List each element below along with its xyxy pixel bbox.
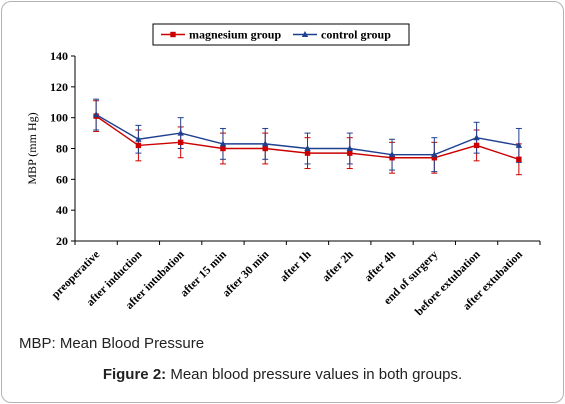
- data-point-square: [431, 155, 438, 161]
- legend-label: control group: [321, 28, 391, 42]
- data-point-triangle: [177, 129, 184, 136]
- data-point-triangle: [388, 151, 396, 158]
- y-tick-label: 20: [56, 234, 68, 248]
- x-tick-label: after 2h: [320, 248, 356, 284]
- data-point-triangle: [473, 134, 480, 141]
- y-axis-title: MBP (mm Hg): [25, 112, 39, 184]
- data-point-triangle: [346, 145, 353, 151]
- legend-marker-triangle: [301, 31, 309, 37]
- series-markers: [92, 111, 523, 162]
- data-point-square: [262, 145, 268, 152]
- y-tick-label: 40: [56, 203, 68, 217]
- legend-box: [152, 23, 410, 46]
- data-point-triangle: [304, 145, 311, 151]
- legend-label: magnesium group: [189, 28, 281, 42]
- data-point-square: [177, 139, 184, 146]
- y-tick-label: 140: [50, 49, 68, 63]
- chart-axes: [71, 55, 541, 245]
- data-point-square: [220, 145, 226, 152]
- x-tick-label: after 1h: [278, 248, 314, 284]
- data-point-triangle: [92, 111, 100, 118]
- abbreviation-note: MBP: Mean Blood Pressure: [19, 335, 205, 352]
- data-point-triangle: [219, 140, 227, 147]
- data-point-square: [516, 156, 522, 162]
- x-tick-label: after 4h: [363, 248, 399, 284]
- data-point-square: [389, 155, 395, 161]
- y-tick-label: 80: [56, 142, 68, 156]
- data-point-square: [135, 142, 142, 149]
- legend: magnesium group control group: [152, 23, 410, 46]
- data-point-triangle: [135, 135, 142, 142]
- data-point-triangle: [262, 140, 269, 147]
- legend-marker-square: [170, 31, 176, 38]
- data-point-square: [473, 142, 480, 149]
- figure-caption: Figure 2: Mean blood pressure values in …: [0, 366, 565, 383]
- caption-text: Mean blood pressure values in both group…: [170, 366, 463, 383]
- data-point-square: [347, 150, 353, 156]
- data-point-triangle: [515, 141, 523, 148]
- y-tick-label: 120: [50, 80, 68, 94]
- y-tick-label: 60: [56, 172, 68, 186]
- y-tick-label: 100: [50, 111, 68, 125]
- data-point-triangle: [431, 151, 438, 158]
- caption-label: Figure 2:: [102, 366, 167, 383]
- x-tick-label: after 30 min: [221, 248, 272, 299]
- data-point-square: [304, 150, 311, 156]
